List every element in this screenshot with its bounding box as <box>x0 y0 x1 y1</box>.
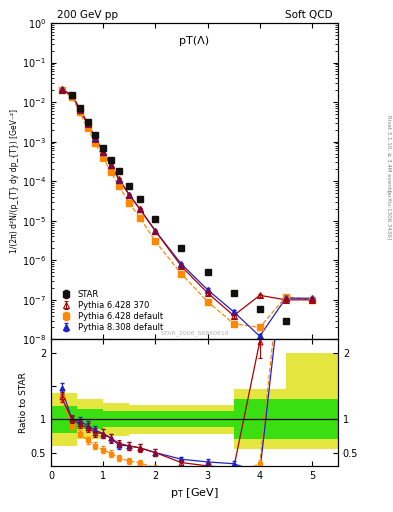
Y-axis label: 1/(2π) d²N/(p_{T} dy dp_{T}) [GeV⁻²]: 1/(2π) d²N/(p_{T} dy dp_{T}) [GeV⁻²] <box>10 109 19 253</box>
Text: 200 GeV pp: 200 GeV pp <box>57 10 118 20</box>
Y-axis label: Ratio to STAR: Ratio to STAR <box>19 372 28 433</box>
Text: Rivet 3.1.10, ≥ 3.4M events: Rivet 3.1.10, ≥ 3.4M events <box>386 115 391 192</box>
Text: Soft QCD: Soft QCD <box>285 10 332 20</box>
Text: [arXiv:1306.3436]: [arXiv:1306.3436] <box>386 190 391 240</box>
X-axis label: $\mathregular{p_T}$ [GeV]: $\mathregular{p_T}$ [GeV] <box>170 486 219 500</box>
Text: pT(Λ): pT(Λ) <box>180 36 209 46</box>
Legend: STAR, Pythia 6.428 370, Pythia 6.428 default, Pythia 8.308 default: STAR, Pythia 6.428 370, Pythia 6.428 def… <box>55 286 166 335</box>
Text: STAR_2006_S6860818: STAR_2006_S6860818 <box>160 331 229 336</box>
